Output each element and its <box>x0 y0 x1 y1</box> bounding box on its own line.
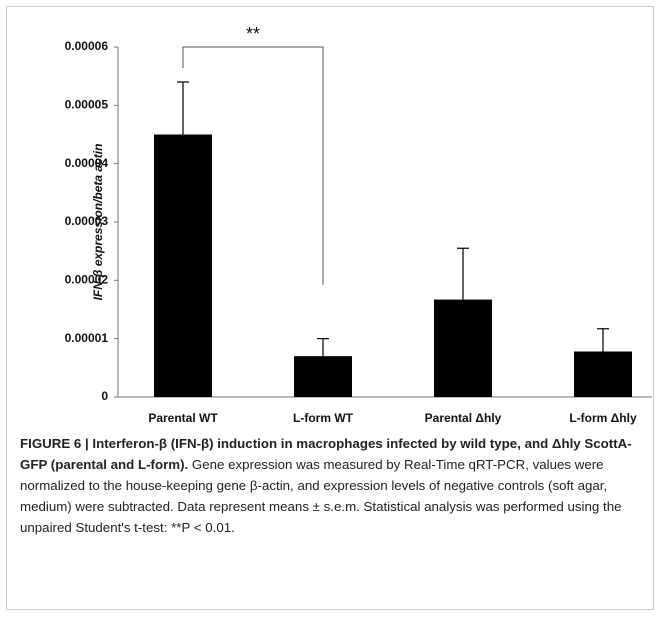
figure-frame <box>6 6 654 610</box>
significance-bracket <box>182 46 324 285</box>
bar <box>574 351 632 397</box>
caption-title: FIGURE 6 | Interferon-β (IFN-β) inductio… <box>20 436 632 472</box>
caption: FIGURE 6 | Interferon-β (IFN-β) inductio… <box>20 433 640 538</box>
bar <box>434 299 492 397</box>
x-tick-label: L-form Δhly <box>569 411 637 425</box>
y-tick-label: 0 <box>101 389 108 403</box>
chart: IFN-β expression/beta actin ** 0 0.00001 0… <box>65 24 652 425</box>
x-tick-label: L-form WT <box>293 411 354 425</box>
y-tick-label: 0.00005 <box>65 98 109 112</box>
y-axis-label: IFN-β expression/beta actin <box>91 144 105 301</box>
y-tick-label: 0.00003 <box>65 214 109 228</box>
y-tick-label: 0.00006 <box>65 39 109 53</box>
y-tick-label: 0.00001 <box>65 331 109 345</box>
annotation: ** <box>246 24 260 44</box>
y-tick-label: 0.00002 <box>65 273 109 287</box>
y-tick-label: 0.00004 <box>65 156 109 170</box>
x-tick-label: Parental Δhly <box>425 411 502 425</box>
bar <box>294 356 352 397</box>
x-tick-label: Parental WT <box>148 411 218 425</box>
caption-text: Gene expression was measured by Real-Tim… <box>20 457 622 535</box>
bar <box>154 134 212 397</box>
